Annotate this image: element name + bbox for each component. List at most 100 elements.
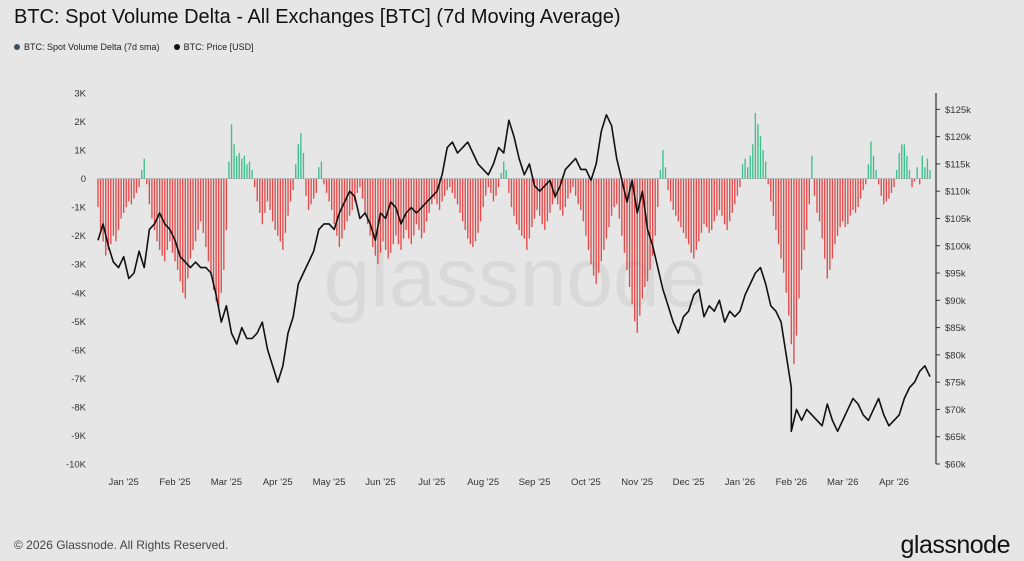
right-axis-tick-label: $90k bbox=[945, 296, 966, 307]
left-axis-tick-label: 1K bbox=[74, 146, 86, 157]
volume-delta-bar bbox=[777, 178, 780, 245]
volume-delta-bar bbox=[251, 170, 253, 179]
volume-delta-bar bbox=[782, 178, 785, 273]
volume-delta-bar bbox=[628, 178, 631, 288]
volume-delta-bar bbox=[613, 178, 615, 208]
volume-delta-bar bbox=[711, 178, 713, 230]
volume-delta-bar bbox=[795, 178, 798, 336]
volume-delta-bar bbox=[485, 178, 487, 196]
x-axis-tick-label: Feb '25 bbox=[159, 477, 190, 488]
right-axis-tick-label: $125k bbox=[945, 105, 971, 116]
volume-delta-bar bbox=[148, 178, 151, 205]
volume-delta-bar bbox=[726, 178, 728, 230]
volume-delta-bar bbox=[446, 178, 448, 191]
volume-delta-bar bbox=[259, 178, 261, 213]
volume-delta-bar bbox=[664, 167, 667, 179]
volume-delta-bar bbox=[834, 178, 836, 245]
volume-delta-bar bbox=[913, 178, 916, 182]
left-axis-tick-label: -9K bbox=[71, 431, 86, 442]
volume-delta-bar bbox=[495, 178, 497, 196]
volume-delta-bar bbox=[282, 178, 284, 250]
volume-delta-bar bbox=[695, 178, 697, 250]
volume-delta-bar bbox=[603, 178, 605, 250]
volume-delta-bar bbox=[721, 178, 723, 216]
volume-delta-bar bbox=[788, 178, 790, 316]
volume-delta-bar bbox=[184, 178, 186, 299]
right-axis-tick-label: $60k bbox=[945, 460, 966, 471]
volume-delta-bar bbox=[135, 178, 138, 193]
volume-delta-bar bbox=[359, 178, 361, 188]
volume-delta-bar bbox=[654, 178, 656, 236]
volume-delta-bar bbox=[903, 144, 905, 179]
volume-delta-bar bbox=[305, 178, 307, 196]
volume-delta-bar bbox=[793, 178, 795, 365]
volume-delta-bar bbox=[156, 178, 158, 242]
volume-delta-bar bbox=[921, 155, 923, 179]
volume-delta-bar bbox=[562, 178, 564, 216]
volume-delta-bar bbox=[230, 124, 233, 179]
volume-delta-bar bbox=[577, 178, 579, 205]
volume-delta-bar bbox=[618, 178, 620, 219]
right-axis-tick-label: $80k bbox=[945, 350, 966, 361]
volume-delta-bar bbox=[703, 178, 705, 225]
volume-delta-bar bbox=[669, 178, 672, 202]
volume-delta-bar bbox=[207, 178, 210, 262]
volume-delta-bar bbox=[405, 178, 407, 230]
volume-delta-bar bbox=[146, 178, 148, 185]
volume-delta-bar bbox=[888, 178, 890, 199]
volume-delta-bar bbox=[138, 178, 140, 188]
volume-delta-bar bbox=[551, 178, 554, 205]
volume-delta-bar bbox=[202, 178, 204, 233]
volume-delta-bar bbox=[246, 164, 248, 179]
volume-delta-bar bbox=[847, 178, 849, 225]
left-axis-tick-label: -4K bbox=[71, 288, 86, 299]
volume-delta-bar bbox=[133, 178, 135, 199]
volume-delta-bar bbox=[790, 178, 793, 345]
volume-delta-bar bbox=[241, 158, 243, 179]
volume-delta-bar bbox=[428, 178, 430, 213]
left-axis-tick-label: -8K bbox=[71, 402, 86, 413]
volume-delta-bar bbox=[567, 178, 569, 199]
volume-delta-bar bbox=[729, 178, 731, 222]
volume-delta-bar bbox=[685, 178, 687, 239]
volume-delta-bar bbox=[500, 172, 502, 179]
volume-delta-bar bbox=[651, 178, 654, 256]
left-axis-tick-label: -2K bbox=[71, 231, 86, 242]
x-axis: Jan '25 Feb '25 Mar '25 Apr '25 May '25 Jun '… bbox=[109, 477, 909, 488]
volume-delta-bar bbox=[901, 144, 903, 179]
volume-delta-bar bbox=[315, 178, 317, 193]
volume-delta-bar bbox=[700, 178, 703, 233]
volume-delta-bar bbox=[572, 178, 574, 188]
volume-delta-bar bbox=[354, 178, 356, 202]
volume-delta-bar bbox=[885, 178, 888, 202]
legend-item-volume-delta[interactable]: BTC: Spot Volume Delta (7d sma) bbox=[14, 42, 160, 52]
volume-delta-bar bbox=[313, 178, 315, 199]
volume-delta-bar bbox=[890, 178, 893, 193]
x-axis-tick-label: Mar '26 bbox=[827, 477, 858, 488]
volume-delta-bar bbox=[644, 178, 646, 288]
volume-delta-bar bbox=[870, 141, 872, 179]
volume-delta-bar bbox=[369, 178, 371, 236]
volume-delta-bar bbox=[754, 112, 757, 179]
volume-delta-bar bbox=[595, 178, 597, 285]
volume-delta-bar bbox=[441, 178, 443, 202]
legend-item-price[interactable]: BTC: Price [USD] bbox=[173, 42, 254, 52]
volume-delta-bar bbox=[852, 178, 854, 211]
volume-delta-bar bbox=[821, 178, 823, 239]
volume-delta-bar bbox=[490, 178, 492, 193]
volume-delta-bar bbox=[839, 178, 841, 228]
volume-delta-bar bbox=[238, 152, 240, 179]
volume-delta-bar bbox=[151, 178, 153, 219]
volume-delta-bar bbox=[877, 178, 880, 185]
volume-delta-bar bbox=[467, 178, 469, 239]
volume-delta-bar bbox=[813, 178, 816, 196]
volume-delta-bar bbox=[657, 178, 659, 208]
x-axis-tick-label: Sep '25 bbox=[519, 477, 551, 488]
volume-delta-bar bbox=[374, 178, 377, 256]
left-axis-tick-label: 3K bbox=[74, 89, 86, 100]
volume-delta-bar bbox=[908, 170, 911, 179]
volume-delta-bar bbox=[130, 178, 133, 205]
volume-delta-bar bbox=[800, 178, 803, 270]
volume-delta-bar bbox=[739, 178, 741, 188]
volume-delta-bar bbox=[518, 178, 520, 230]
